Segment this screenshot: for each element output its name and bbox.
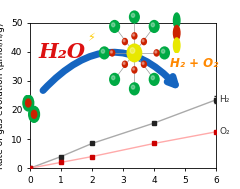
Circle shape xyxy=(133,68,135,70)
Circle shape xyxy=(129,10,140,24)
Circle shape xyxy=(131,66,138,74)
Circle shape xyxy=(123,40,125,42)
Circle shape xyxy=(109,73,120,86)
Circle shape xyxy=(109,20,120,33)
Circle shape xyxy=(131,85,135,89)
Circle shape xyxy=(123,62,125,64)
Circle shape xyxy=(110,51,112,53)
Circle shape xyxy=(131,32,138,40)
Circle shape xyxy=(99,46,110,60)
Circle shape xyxy=(112,23,115,27)
Circle shape xyxy=(126,43,142,62)
Circle shape xyxy=(141,60,147,68)
Circle shape xyxy=(155,51,157,53)
Circle shape xyxy=(149,73,160,86)
Circle shape xyxy=(122,38,128,45)
Circle shape xyxy=(162,49,165,53)
Circle shape xyxy=(29,106,39,122)
Text: O₂: O₂ xyxy=(219,127,230,136)
Circle shape xyxy=(130,48,135,53)
Circle shape xyxy=(151,23,155,27)
Y-axis label: Rate of gas evolution (μmol/h/g): Rate of gas evolution (μmol/h/g) xyxy=(0,22,5,169)
Text: ⚡: ⚡ xyxy=(88,33,95,43)
Circle shape xyxy=(174,13,180,28)
Circle shape xyxy=(159,46,170,60)
Circle shape xyxy=(109,49,115,57)
Circle shape xyxy=(153,49,160,57)
Circle shape xyxy=(174,38,180,53)
Circle shape xyxy=(142,62,144,64)
Circle shape xyxy=(141,38,147,45)
Text: H₂: H₂ xyxy=(219,95,229,104)
Circle shape xyxy=(101,49,105,53)
Circle shape xyxy=(149,20,160,33)
Circle shape xyxy=(151,76,155,80)
Circle shape xyxy=(112,76,115,80)
Circle shape xyxy=(131,13,135,17)
Circle shape xyxy=(23,95,34,111)
Circle shape xyxy=(122,60,128,68)
Text: H₂O: H₂O xyxy=(38,42,85,62)
Circle shape xyxy=(174,26,180,40)
Circle shape xyxy=(129,82,140,95)
Text: H₂ + O₂: H₂ + O₂ xyxy=(169,57,218,70)
Circle shape xyxy=(142,40,144,42)
Circle shape xyxy=(31,110,37,118)
Circle shape xyxy=(133,34,135,36)
Circle shape xyxy=(26,99,31,107)
